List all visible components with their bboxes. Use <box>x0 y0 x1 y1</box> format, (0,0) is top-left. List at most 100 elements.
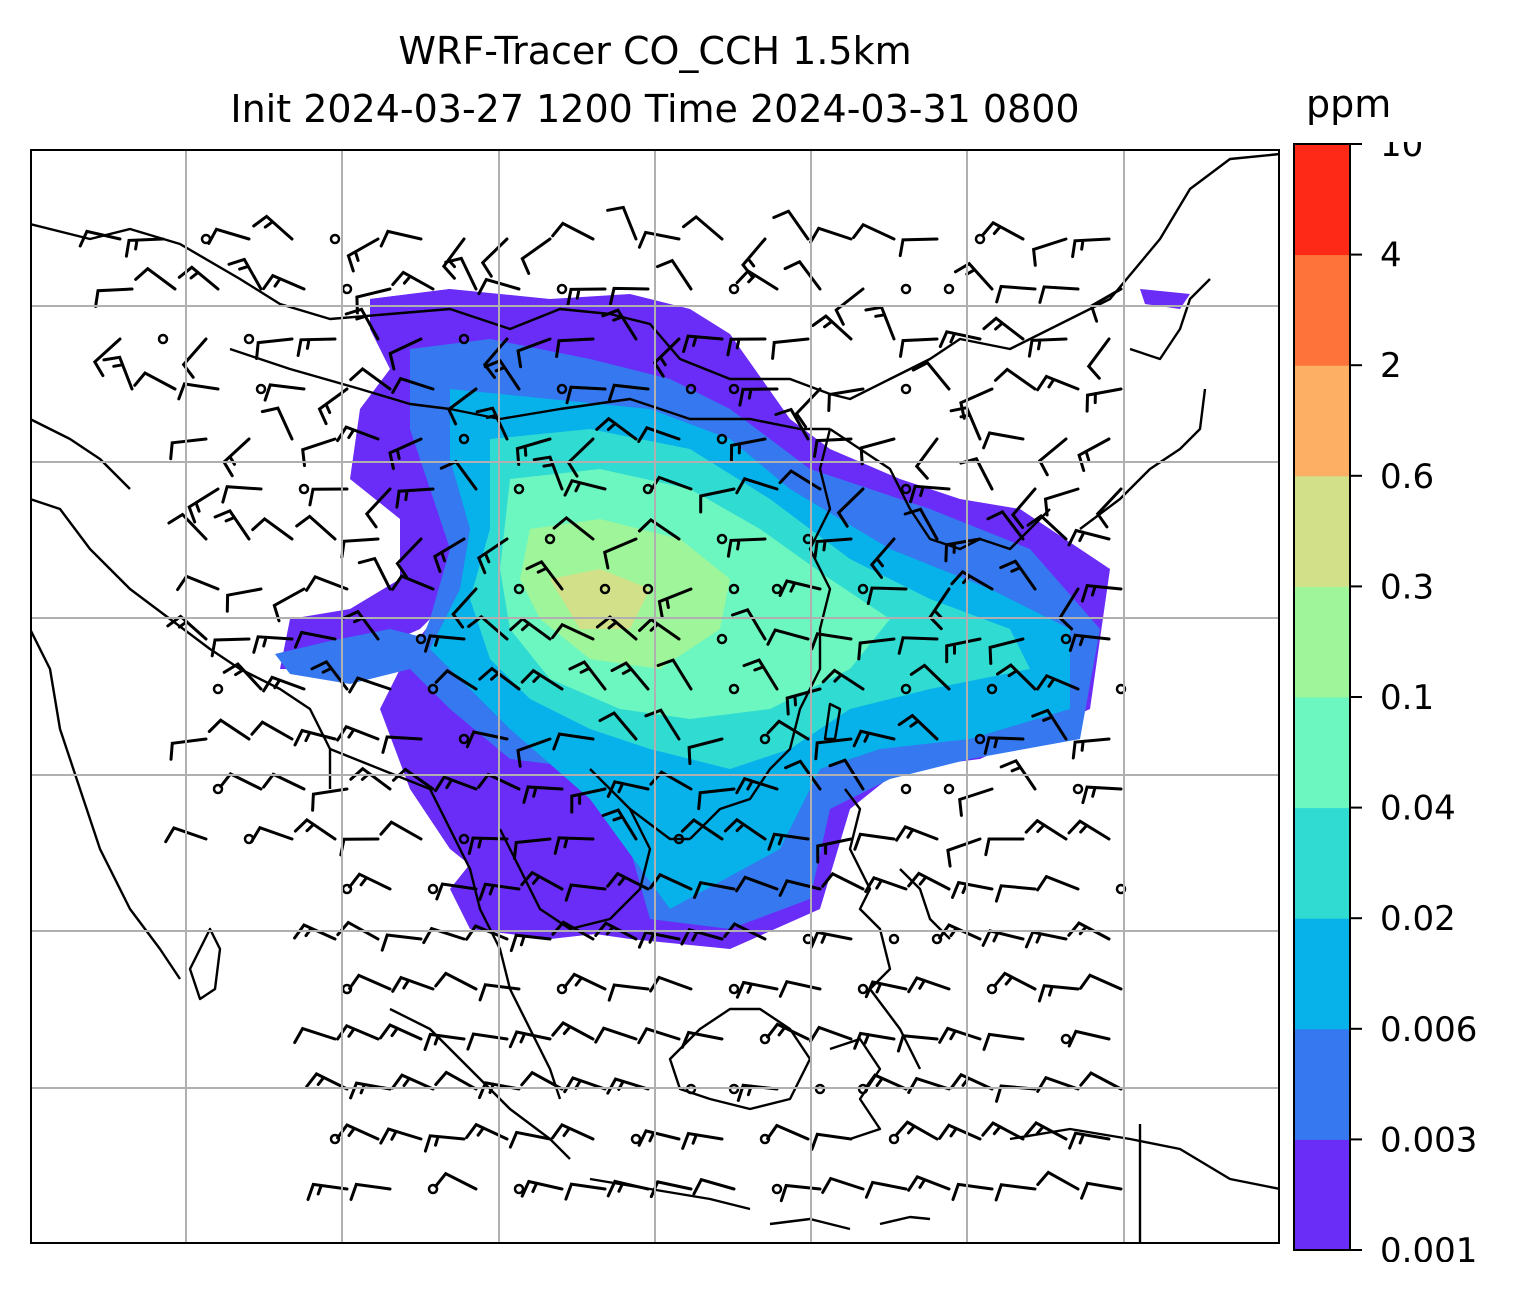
wind-barb <box>981 1121 1025 1141</box>
wind-barb <box>348 973 392 991</box>
wind-barb <box>898 237 939 258</box>
wind-barb <box>391 574 435 591</box>
calm-wind-marker <box>728 683 740 695</box>
wind-barb <box>821 871 865 891</box>
wind-barb <box>444 256 478 291</box>
wind-barb <box>693 880 736 899</box>
wind-barb <box>853 832 896 851</box>
wind-barb <box>465 730 509 749</box>
wind-barb <box>392 767 435 791</box>
wind-barb <box>451 587 478 629</box>
wind-barb <box>649 975 693 993</box>
wind-barb <box>809 930 853 949</box>
calm-wind-marker <box>716 633 728 645</box>
wind-barb <box>551 1123 595 1141</box>
wind-barb <box>866 586 908 606</box>
calm-wind-marker <box>857 983 869 995</box>
wind-barb <box>864 1073 908 1091</box>
wind-barb <box>1068 1131 1111 1150</box>
wind-barb <box>735 477 779 495</box>
wind-barb <box>601 308 638 341</box>
contour-northeast-patch <box>1140 289 1190 309</box>
colorbar-tick-label: 0.006 <box>1380 1010 1477 1050</box>
wind-barb <box>897 636 939 655</box>
wind-barb <box>993 971 1037 991</box>
wind-barb <box>564 1182 607 1201</box>
wind-barb <box>606 1179 650 1198</box>
calm-wind-marker <box>630 1133 642 1145</box>
wind-barb <box>692 1177 736 1196</box>
wind-barb <box>649 1180 693 1199</box>
calm-wind-marker <box>458 433 470 445</box>
wind-barb <box>551 622 595 641</box>
wind-barb <box>959 387 994 420</box>
wind-barb <box>94 287 134 308</box>
wind-barb <box>478 882 521 901</box>
wind-barb <box>336 724 380 742</box>
wind-barb <box>895 1120 939 1141</box>
calm-wind-marker <box>427 683 439 695</box>
wind-barb <box>907 871 951 891</box>
wind-barb <box>207 718 251 741</box>
wind-barb <box>388 337 423 371</box>
wind-barb <box>336 1023 380 1041</box>
wind-barb <box>263 383 306 402</box>
wind-barb <box>595 416 638 441</box>
wind-barb <box>434 775 478 793</box>
contour-north-patch <box>370 289 490 339</box>
wind-barb <box>986 510 1025 541</box>
wind-barb <box>607 383 650 402</box>
contour-west-arm <box>275 629 430 684</box>
wind-barb <box>687 737 724 765</box>
wind-barb <box>945 637 982 664</box>
wind-barb <box>379 229 423 248</box>
chart-subtitle: Init 2024-03-27 1200 Time 2024-03-31 080… <box>230 87 1080 131</box>
wind-barb <box>779 1183 822 1203</box>
wind-barb <box>853 1031 896 1050</box>
calm-wind-marker <box>427 1183 439 1195</box>
wind-barb <box>1086 337 1111 380</box>
wind-barb <box>601 808 638 841</box>
calm-wind-marker <box>415 633 427 645</box>
wind-barb <box>644 708 681 741</box>
wind-barb <box>133 371 177 391</box>
wind-barb <box>681 1131 724 1150</box>
wind-barb <box>602 537 638 570</box>
wind-barb <box>465 1122 509 1141</box>
calm-wind-marker <box>427 883 439 895</box>
wind-barb <box>988 637 1025 665</box>
wind-barb <box>821 668 865 691</box>
wind-barb <box>680 1030 724 1049</box>
wind-barb <box>1081 785 1123 805</box>
wind-barb <box>213 509 251 541</box>
wind-barb <box>1036 673 1080 691</box>
wind-barb <box>827 387 865 412</box>
wind-barb <box>563 972 607 991</box>
wind-barb <box>336 1123 380 1141</box>
calm-wind-marker <box>974 233 986 245</box>
wind-barb <box>983 736 1025 755</box>
wind-barb <box>767 832 810 851</box>
calm-wind-marker <box>212 783 224 795</box>
wind-barb <box>395 537 423 579</box>
wind-barb <box>207 227 251 245</box>
wind-barb <box>566 287 607 307</box>
wind-barb <box>637 1129 681 1147</box>
wind-barb <box>907 1174 951 1192</box>
colorbar-band <box>1294 586 1350 698</box>
colorbar-tick-label: 0.04 <box>1380 789 1456 829</box>
wind-barb <box>435 882 478 901</box>
wind-barb <box>637 425 681 443</box>
wind-barb <box>508 1130 552 1149</box>
wind-barb <box>610 661 650 691</box>
wind-barb <box>252 214 294 241</box>
calm-wind-marker <box>673 833 685 845</box>
wind-barb <box>1071 237 1111 259</box>
wind-barb <box>982 316 1025 341</box>
wind-barb <box>1024 1121 1068 1141</box>
wind-barb <box>346 237 380 273</box>
wind-barb <box>570 787 607 814</box>
calm-wind-marker <box>900 283 912 295</box>
wind-barb <box>516 337 552 369</box>
wind-barb <box>794 387 822 429</box>
